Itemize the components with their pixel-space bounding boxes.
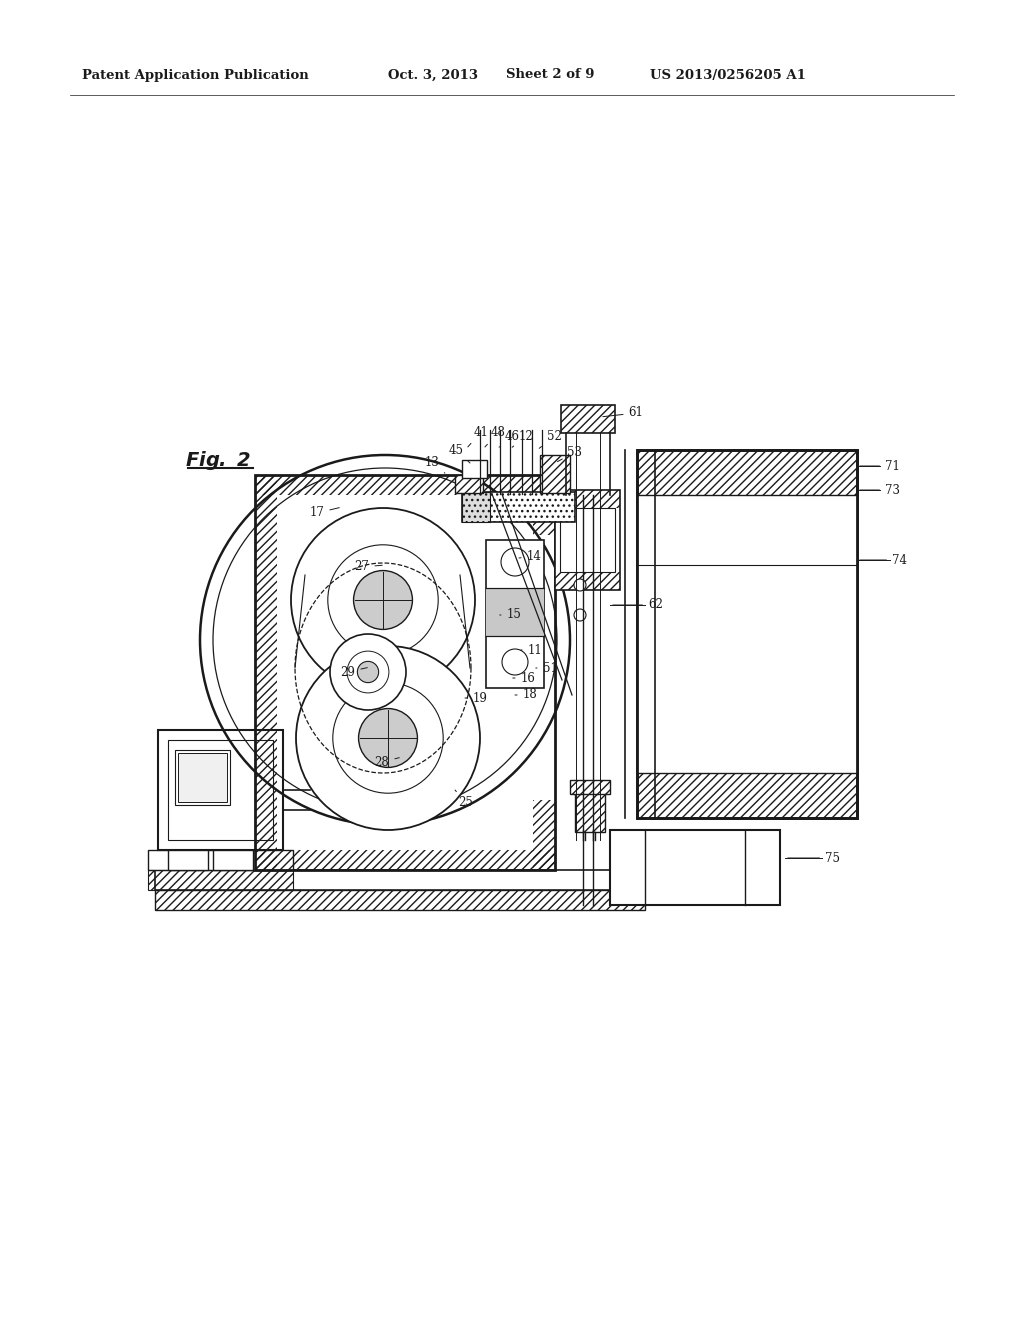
Text: 27: 27 [354, 561, 382, 573]
Bar [455, 475, 483, 492]
Bar [637, 450, 857, 495]
Bar [534, 475, 555, 535]
Bar [534, 800, 555, 870]
Circle shape [357, 661, 379, 682]
Circle shape [330, 634, 406, 710]
Text: 73: 73 [860, 483, 900, 496]
Bar [455, 475, 483, 492]
Bar [148, 850, 293, 870]
Bar [168, 850, 208, 870]
Bar [610, 830, 780, 906]
Text: $\bfit{Fig.\ 2}$: $\bfit{Fig.\ 2}$ [185, 449, 251, 471]
Bar [486, 587, 544, 636]
Text: 62: 62 [612, 598, 663, 611]
Bar [178, 752, 227, 803]
Circle shape [291, 508, 475, 692]
Bar [255, 850, 555, 870]
Text: 16: 16 [513, 672, 536, 685]
Text: Patent Application Publication: Patent Application Publication [82, 69, 308, 82]
Bar [255, 475, 555, 870]
Bar [486, 540, 544, 688]
Bar [155, 870, 645, 890]
Circle shape [328, 545, 438, 655]
Bar [555, 490, 620, 508]
Text: 51: 51 [536, 661, 557, 675]
Bar [637, 450, 857, 818]
Bar [462, 492, 575, 521]
Bar [575, 792, 605, 832]
Circle shape [502, 649, 528, 675]
Text: Oct. 3, 2013: Oct. 3, 2013 [388, 69, 478, 82]
Circle shape [347, 651, 389, 693]
Text: 48: 48 [485, 426, 506, 447]
Circle shape [353, 570, 413, 630]
Bar [255, 475, 555, 495]
Bar [570, 780, 610, 795]
Text: 12: 12 [512, 429, 534, 447]
Text: 46: 46 [499, 429, 519, 447]
Text: 28: 28 [375, 755, 399, 768]
Text: 29: 29 [341, 665, 368, 678]
Text: US 2013/0256205 A1: US 2013/0256205 A1 [650, 69, 806, 82]
Text: 11: 11 [521, 644, 543, 656]
Circle shape [358, 709, 418, 767]
Bar [462, 492, 575, 521]
Bar [555, 572, 620, 590]
Text: 41: 41 [468, 425, 488, 447]
Bar [462, 492, 490, 521]
Bar [637, 774, 857, 818]
Bar [168, 741, 273, 840]
Text: 71: 71 [860, 459, 900, 473]
Text: 17: 17 [309, 507, 339, 520]
Bar [570, 780, 610, 795]
Circle shape [296, 645, 480, 830]
Text: 45: 45 [449, 444, 470, 463]
Text: 15: 15 [500, 609, 521, 622]
Bar [561, 405, 615, 433]
Text: 61: 61 [603, 407, 643, 420]
Text: Sheet 2 of 9: Sheet 2 of 9 [506, 69, 594, 82]
Bar [561, 405, 615, 433]
Bar [158, 730, 283, 850]
Bar [540, 455, 570, 492]
Text: 19: 19 [465, 692, 487, 705]
Text: 18: 18 [515, 689, 538, 701]
Text: 52: 52 [540, 430, 561, 449]
Text: 14: 14 [519, 549, 542, 562]
Text: 75: 75 [787, 851, 840, 865]
Circle shape [574, 579, 586, 591]
Bar [555, 490, 620, 590]
Text: 74: 74 [860, 553, 907, 566]
Bar [575, 792, 605, 832]
Circle shape [574, 609, 586, 620]
Text: 25: 25 [455, 789, 473, 809]
Bar [637, 495, 857, 774]
Bar [637, 450, 857, 818]
Bar [213, 850, 253, 870]
Bar [255, 475, 278, 870]
Circle shape [333, 682, 443, 793]
Text: 53: 53 [557, 446, 583, 462]
Text: 13: 13 [425, 455, 444, 473]
Bar [175, 750, 230, 805]
Bar [462, 459, 487, 478]
Bar [155, 890, 645, 909]
Circle shape [501, 548, 529, 576]
Bar [148, 870, 293, 890]
Bar [560, 508, 615, 572]
Bar [540, 455, 570, 492]
